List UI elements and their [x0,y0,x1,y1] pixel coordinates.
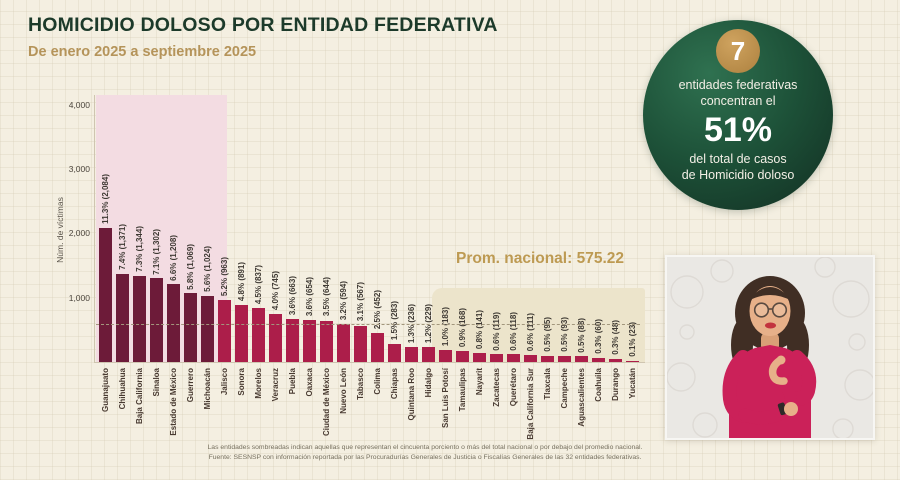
badge-text-line4: de Homicidio doloso [681,167,795,182]
state-label: Chiapas [389,368,399,400]
bar [354,325,367,362]
bar [303,319,316,362]
page-title: HOMICIDIO DOLOSO POR ENTIDAD FEDERATIVA [28,14,498,36]
x-axis-line [94,362,645,363]
state-label: San Luis Potosí [440,368,450,429]
state-label: Chihuahua [117,368,127,410]
state-label: Campeche [559,368,569,409]
footnote: Las entidades sombreadas indican aquella… [60,443,790,462]
bar-value-label: 1.5% (283) [389,300,399,340]
bar [252,308,265,362]
bar-value-label: 3.6% (663) [287,276,297,316]
bar-value-label: 4.0% (745) [270,270,280,311]
national-average-dashed-line [96,324,640,325]
y-tick-3000: 3,000 [68,164,90,174]
state-label: Sonora [236,368,246,396]
bar-value-label: 3.2% (594) [338,280,348,320]
bar-value-label: 4.5% (837) [253,265,263,305]
bar [286,319,299,362]
state-label: Oaxaca [304,368,314,397]
state-label: Aguascalientes [576,368,586,427]
state-label: Querétaro [508,368,518,407]
bar-value-label: 3.6% (654) [304,276,314,316]
state-label: Guanajuato [100,368,110,413]
bar [405,346,418,362]
summary-badge: 7 entidades federativas concentran el 51… [643,20,833,210]
state-label: Jalisco [219,368,229,396]
state-label: Guerrero [185,368,195,403]
below-average-shaded-region [432,288,645,362]
state-label: Quintana Roo [406,368,416,421]
state-label: Tlaxcala [542,368,552,400]
state-label: Colima [372,368,382,395]
badge-text-line1: entidades federativas [678,78,798,92]
bar [337,323,350,362]
page-subtitle: De enero 2025 a septiembre 2025 [28,44,257,60]
state-label: Nayarit [474,368,484,396]
y-tick-4000: 4,000 [68,100,90,110]
state-label: Sinaloa [151,368,161,397]
state-label: Baja California Sur [525,368,535,440]
top7-shaded-region [96,95,227,362]
footnote-line2: Fuente: SESNSP con información reportada… [208,453,642,461]
footnote-line1: Las entidades sombreadas indican aquella… [207,444,643,451]
state-label: Tabasco [355,368,365,400]
state-label: Veracruz [270,368,280,402]
bar [235,304,248,362]
bar [388,343,401,362]
badge-text-line2: concentran el [700,93,776,108]
state-label: Michoacán [202,368,212,410]
badge-number-circle: 7 [716,29,760,73]
bar [320,320,333,362]
badge-percentage: 51% [703,111,773,150]
state-label: Estado de México [168,368,178,436]
state-label: Morelos [253,368,263,399]
state-label: Baja California [134,368,144,425]
y-axis-line [94,95,95,362]
state-label: Ciudad de México [321,368,331,437]
state-label: Nuevo León [338,368,348,414]
state-label: Puebla [287,368,297,395]
bar-value-label: 3.1% (567) [355,282,365,322]
badge-text-line3: del total de casos [689,152,787,167]
y-tick-2000: 2,000 [68,228,90,238]
state-label: Hidalgo [423,368,433,398]
y-tick-1000: 1,000 [68,293,90,303]
state-label: Durango [610,368,620,401]
interpreter-illustration [667,257,873,438]
state-label: Coahuila [593,368,603,402]
bar-value-label: 3.5% (644) [321,277,331,317]
state-label: Yucatán [627,368,637,399]
national-average-label: Prom. nacional: 575.22 [456,250,624,267]
y-axis-title: Núm. de víctimas [55,197,65,263]
bar [269,314,282,362]
state-label: Tamaulipas [457,368,467,412]
sign-language-interpreter-video [665,255,875,440]
state-label: Zacatecas [491,368,501,407]
bar [371,332,384,362]
bar-value-label: 4.8% (891) [236,261,246,301]
